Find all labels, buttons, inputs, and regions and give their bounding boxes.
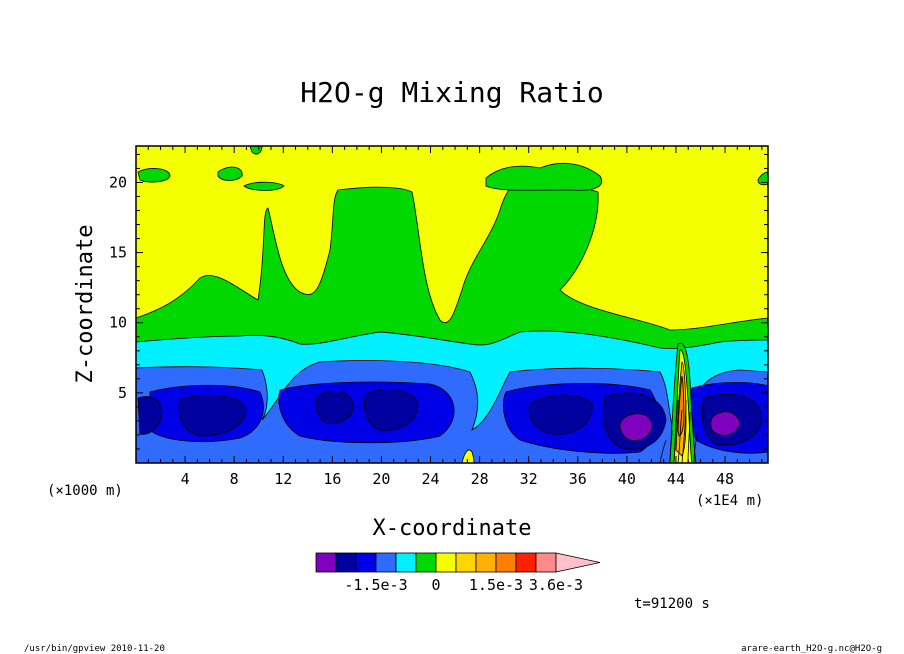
colorbar-swatch bbox=[415, 552, 437, 573]
x-tick-label: 28 bbox=[471, 470, 489, 488]
colorbar-swatch bbox=[435, 552, 457, 573]
colorbar bbox=[315, 552, 601, 573]
x-unit-right: (×1E4 m) bbox=[696, 493, 763, 509]
x-axis-label: X-coordinate bbox=[373, 516, 532, 541]
footer-right: arare-earth_H2O-g.nc@H2O-g bbox=[741, 644, 882, 654]
x-tick-label: 36 bbox=[569, 470, 587, 488]
contour-navy bbox=[137, 389, 763, 450]
colorbar-swatch bbox=[475, 552, 497, 573]
colorbar-swatch bbox=[455, 552, 477, 573]
x-tick-label: 16 bbox=[323, 470, 341, 488]
y-axis-ticks: 5 10 15 20 bbox=[109, 153, 768, 450]
colorbar-swatch bbox=[355, 552, 377, 573]
y-axis-label: Z-coordinate bbox=[73, 225, 98, 384]
colorbar-swatch bbox=[375, 552, 397, 573]
colorbar-swatch bbox=[315, 552, 337, 573]
x-tick-label: 20 bbox=[372, 470, 390, 488]
x-unit-left: (×1000 m) bbox=[47, 483, 123, 499]
y-tick-label: 15 bbox=[109, 244, 127, 262]
contour-top-blobs bbox=[137, 146, 768, 191]
colorbar-label: 3.6e-3 bbox=[529, 576, 583, 594]
time-label: t=91200 s bbox=[634, 596, 710, 612]
x-tick-label: 4 bbox=[181, 470, 190, 488]
plot-area bbox=[135, 145, 769, 464]
x-tick-label: 24 bbox=[421, 470, 439, 488]
x-tick-label: 32 bbox=[520, 470, 538, 488]
colorbar-labels: -1.5e-3 0 1.5e-3 3.6e-3 bbox=[344, 576, 583, 594]
colorbar-swatch bbox=[395, 552, 417, 573]
plot-frame bbox=[135, 145, 769, 464]
y-tick-label: 20 bbox=[109, 173, 127, 191]
x-axis-ticks: 4 8 12 16 20 24 28 32 36 40 44 48 bbox=[147, 146, 763, 488]
colorbar-swatch bbox=[335, 552, 357, 573]
plume-contour-lines bbox=[659, 399, 699, 463]
colorbar-label: -1.5e-3 bbox=[344, 576, 407, 594]
contour-plume-red bbox=[677, 375, 685, 437]
colorbar-swatch bbox=[515, 552, 537, 573]
x-tick-label: 40 bbox=[618, 470, 636, 488]
contour-purple bbox=[619, 411, 741, 442]
colorbar-swatch bbox=[535, 552, 557, 573]
x-tick-label: 44 bbox=[667, 470, 685, 488]
colorbar-extend-arrow bbox=[555, 552, 601, 573]
y-tick-label: 5 bbox=[118, 384, 127, 402]
x-tick-label: 12 bbox=[274, 470, 292, 488]
contour-low-blob bbox=[461, 449, 475, 463]
y-tick-label: 10 bbox=[109, 314, 127, 332]
footer-left: /usr/bin/gpview 2010-11-20 bbox=[24, 644, 165, 654]
x-tick-label: 8 bbox=[230, 470, 239, 488]
colorbar-label: 1.5e-3 bbox=[469, 576, 523, 594]
chart-title: H2O-g Mixing Ratio bbox=[300, 76, 603, 109]
x-tick-label: 48 bbox=[716, 470, 734, 488]
colorbar-label: 0 bbox=[431, 576, 440, 594]
colorbar-swatch bbox=[495, 552, 517, 573]
